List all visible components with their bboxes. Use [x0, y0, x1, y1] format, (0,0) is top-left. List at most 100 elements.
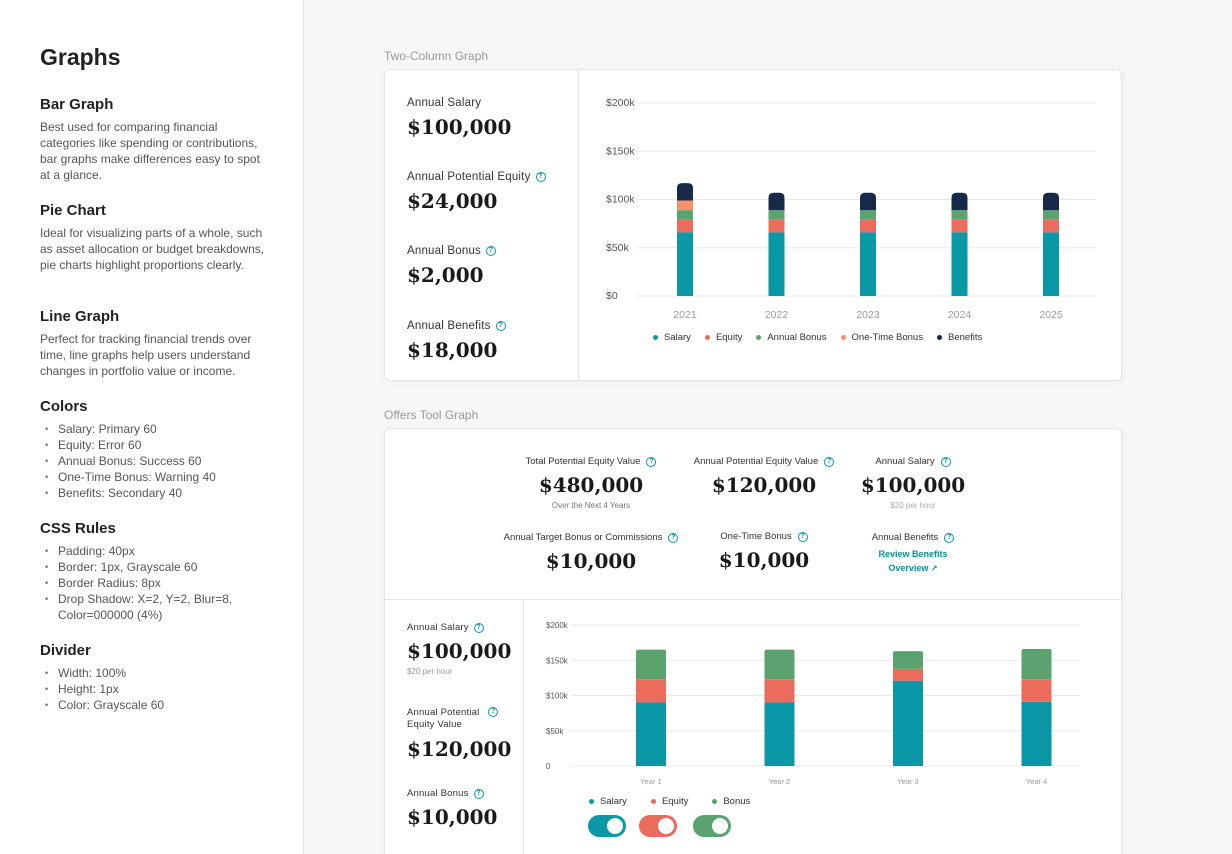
- help-icon[interactable]: ?: [486, 246, 497, 256]
- list-item: Border: 1px, Grayscale 60: [40, 559, 270, 575]
- legend-item-one-time-bonus: One-Time Bonus: [840, 332, 923, 343]
- y-tick-label: $100k: [606, 194, 635, 206]
- bar-segment-equity-year-3[interactable]: [893, 668, 923, 681]
- bar-segment-equity-year-2[interactable]: [764, 679, 795, 703]
- toggle-salary[interactable]: [588, 815, 626, 837]
- help-icon[interactable]: ?: [495, 321, 506, 331]
- sidebar: Graphs Bar Graph Best used for comparing…: [0, 0, 304, 854]
- help-icon[interactable]: ?: [668, 532, 679, 543]
- bar-segment-equity-year-4[interactable]: [1021, 679, 1052, 702]
- offers-tool-graph-label: Offers Tool Graph: [384, 408, 479, 422]
- offer-left-annual-bonus: Annual Bonus? $10,000: [407, 788, 497, 829]
- chart2-legend: Salary Equity Bonus: [589, 796, 750, 807]
- metric-annual-salary: Annual Salary $100,000: [407, 97, 511, 139]
- section-description: Ideal for visualizing parts of a whole, …: [40, 226, 265, 272]
- bar-segment-equity-2022[interactable]: [768, 219, 785, 233]
- x-tick-label: 2023: [856, 309, 880, 321]
- legend-item-salary: Salary: [589, 796, 627, 807]
- y-tick-label: 0: [546, 762, 551, 771]
- bar-segment-bonus-year-4[interactable]: [1021, 648, 1052, 680]
- bar-segment-benefits-2022[interactable]: [768, 192, 785, 211]
- bar-segment-salary-year-1[interactable]: [636, 702, 666, 766]
- bar-segment-salary-2023[interactable]: [860, 232, 876, 296]
- section-heading: Bar Graph: [40, 96, 114, 113]
- metric-label: Annual Salary: [407, 622, 469, 633]
- bar-segment-annual-bonus-2022[interactable]: [768, 210, 785, 220]
- help-icon[interactable]: ?: [488, 707, 499, 717]
- x-tick-label: 2024: [948, 309, 972, 321]
- list-item: Benefits: Secondary 40: [40, 485, 270, 501]
- metric-label: Annual Bonus: [407, 788, 469, 799]
- offer-value: $10,000: [545, 549, 637, 573]
- review-benefits-link[interactable]: Review Benefits Overview ↗: [823, 547, 1003, 576]
- bar-segment-salary-year-4[interactable]: [1021, 701, 1052, 766]
- help-icon[interactable]: ?: [646, 456, 657, 467]
- bar-segment-salary-2021[interactable]: [677, 232, 693, 296]
- bar-segment-bonus-year-3[interactable]: [893, 651, 923, 669]
- sidebar-title: Graphs: [40, 44, 121, 70]
- toggle-knob: [607, 818, 623, 834]
- bar-segment-bonus-year-1[interactable]: [636, 649, 666, 680]
- bar-segment-annual-bonus-2023[interactable]: [860, 210, 876, 220]
- toggle-bonus[interactable]: [693, 815, 731, 837]
- link-text: Overview: [888, 563, 929, 573]
- bar-segment-annual-bonus-2025[interactable]: [1043, 210, 1059, 220]
- legend-dot-salary: [653, 335, 658, 340]
- metric-sub: $20 per hour: [407, 667, 453, 676]
- bar-segment-benefits-2025[interactable]: [1043, 192, 1059, 211]
- legend-label: Salary: [600, 796, 627, 807]
- help-icon[interactable]: ?: [824, 456, 835, 467]
- bar-segment-salary-2025[interactable]: [1043, 232, 1059, 296]
- bar-segment-equity-year-1[interactable]: [636, 679, 666, 703]
- legend-dot-benefits: [936, 335, 942, 340]
- help-icon[interactable]: ?: [797, 531, 808, 542]
- bar-segment-equity-2024[interactable]: [951, 219, 968, 233]
- toggle-equity[interactable]: [639, 815, 677, 837]
- toggle-knob: [712, 818, 728, 834]
- section-description: Best used for comparing financial catego…: [40, 120, 260, 182]
- bar-segment-annual-bonus-2024[interactable]: [951, 210, 968, 220]
- divider: [385, 599, 1121, 600]
- y-tick-label: $150k: [606, 145, 635, 157]
- x-tick-label: Year 3: [897, 777, 918, 786]
- offer-value: $120,000: [711, 473, 817, 497]
- bar-segment-equity-2025[interactable]: [1043, 219, 1059, 233]
- bar-segment-bonus-year-2[interactable]: [764, 649, 795, 680]
- colors-list: Salary: Primary 60 Equity: Error 60 Annu…: [40, 421, 270, 501]
- help-icon[interactable]: ?: [944, 532, 955, 543]
- y-tick-label: $0: [606, 290, 618, 302]
- metric-label: Annual Salary: [407, 97, 482, 109]
- external-link-icon: ↗: [930, 564, 938, 573]
- offer-left-annual-salary: Annual Salary? $100,000 $20 per hour: [407, 622, 511, 676]
- bar-segment-benefits-2023[interactable]: [860, 192, 876, 211]
- legend-label: Annual Bonus: [767, 332, 827, 343]
- bar-segment-one-time-bonus-2021[interactable]: [677, 200, 693, 211]
- help-icon[interactable]: ?: [473, 788, 484, 799]
- section-heading: CSS Rules: [40, 520, 116, 537]
- x-tick-label: Year 1: [640, 777, 661, 786]
- label-line-1: Annual Potential: [407, 707, 480, 718]
- help-icon[interactable]: ?: [473, 622, 484, 633]
- bar-segment-annual-bonus-2021[interactable]: [677, 210, 693, 220]
- help-icon[interactable]: ?: [535, 172, 546, 182]
- bar-segment-salary-year-3[interactable]: [893, 680, 923, 766]
- metric-label: Annual Bonus: [407, 245, 482, 257]
- bar-segment-salary-2024[interactable]: [951, 232, 968, 296]
- two-column-graph-label: Two-Column Graph: [384, 49, 489, 63]
- bar-segment-salary-2022[interactable]: [768, 232, 785, 296]
- legend-label: Salary: [664, 332, 691, 343]
- list-item: Height: 1px: [40, 681, 270, 697]
- offer-label: Annual Target Bonus or Commissions: [503, 532, 663, 543]
- bar-segment-benefits-2021[interactable]: [677, 183, 693, 201]
- metric-value: $120,000: [407, 737, 512, 761]
- offer-total-potential-equity: Total Potential Equity Value? $480,000 O…: [501, 456, 681, 510]
- legend-label: Benefits: [947, 332, 983, 343]
- bar-segment-benefits-2024[interactable]: [951, 192, 968, 211]
- legend-dot-salary: [589, 799, 594, 804]
- bar-segment-equity-2023[interactable]: [860, 219, 876, 233]
- help-icon[interactable]: ?: [940, 456, 951, 467]
- bar-segment-salary-year-2[interactable]: [764, 702, 795, 766]
- list-item: Color: Grayscale 60: [40, 697, 270, 713]
- offer-label: Total Potential Equity Value: [525, 456, 641, 467]
- bar-segment-equity-2021[interactable]: [677, 219, 693, 233]
